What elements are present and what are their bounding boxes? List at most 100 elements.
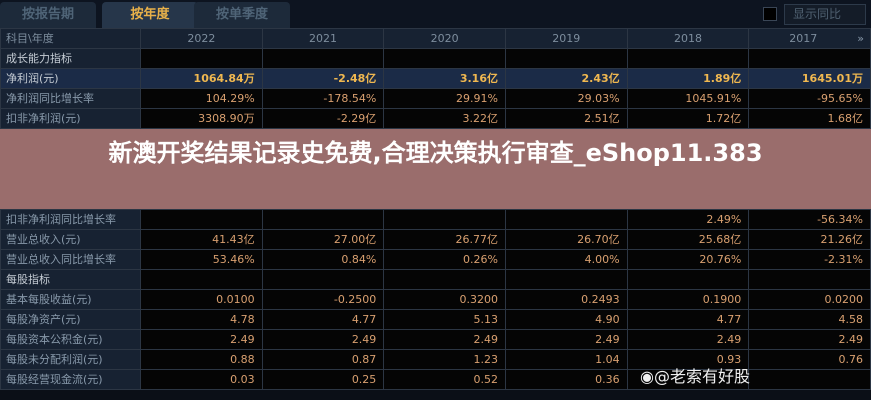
cell-value: 2.49 [626,329,750,350]
cell-value: -2.29亿 [261,108,385,129]
cell-value: 2.49 [748,329,871,350]
cell-value: 0.87 [261,349,385,370]
cell-value: 4.90 [504,309,628,330]
cell-value: 3308.90万 [140,108,263,129]
table-row[interactable]: 每股指标 [0,269,871,290]
cell-value: 1045.91% [626,88,750,109]
table-row[interactable]: 每股经营现金流(元) 0.03 0.25 0.52 0.36 [0,369,871,390]
row-label: 每股未分配利润(元) [0,349,141,370]
cell-value: 0.03 [140,369,263,390]
cell-value: 1645.01万 [748,68,871,89]
cell-value: -178.54% [261,88,385,109]
row-label: 净利润同比增长率 [0,88,141,109]
cell-value: 4.77 [626,309,750,330]
table-row[interactable]: 成长能力指标 [0,48,871,69]
weibo-icon: ◉ [640,367,654,386]
cell-value [626,269,750,290]
year-header[interactable]: 2022 [140,28,263,49]
cell-value: 0.93 [626,349,750,370]
row-label: 营业总收入同比增长率 [0,249,141,270]
table-row[interactable]: 每股未分配利润(元) 0.88 0.87 1.23 1.04 0.93 0.76 [0,349,871,370]
cell-value: 2.49 [383,329,506,350]
cell-value: 21.26亿 [748,229,871,250]
cell-value: 4.77 [261,309,385,330]
table-row[interactable]: 净利润同比增长率 104.29% -178.54% 29.91% 29.03% 1045.… [0,88,871,109]
row-label: 营业总收入(元) [0,229,141,250]
table-row[interactable]: 每股资本公积金(元) 2.49 2.49 2.49 2.49 2.49 2.49 [0,329,871,350]
year-header[interactable]: 2021 [261,28,385,49]
row-label: 扣非净利润(元) [0,108,141,129]
cell-value: 5.13 [383,309,506,330]
weibo-watermark: ◉@老索有好股 [640,367,750,387]
cell-value: 29.91% [383,88,506,109]
cell-value: 27.00亿 [261,229,385,250]
cell-value: 104.29% [140,88,263,109]
overlay-title: 新澳开奖结果记录史免费,合理决策执行审查_eShop11.383 [0,129,871,209]
cell-value: 1.04 [504,349,628,370]
cell-value: 41.43亿 [140,229,263,250]
cell-value: 0.0100 [140,289,263,310]
table-row[interactable]: 每股净资产(元) 4.78 4.77 5.13 4.90 4.77 4.58 [0,309,871,330]
cell-value: 3.16亿 [383,68,506,89]
table-row[interactable]: 营业总收入同比增长率 53.46% 0.84% 0.26% 4.00% 20.76% -2.… [0,249,871,270]
cell-value [504,48,628,69]
show-yoy-checkbox[interactable] [763,7,777,21]
tab-by-report-period[interactable]: 按报告期 [0,2,96,28]
cell-value: 53.46% [140,249,263,270]
row-label: 每股资本公积金(元) [0,329,141,350]
row-label: 成长能力指标 [0,48,141,69]
year-header[interactable]: 2018 [626,28,750,49]
cell-value [383,209,506,230]
tab-by-quarter[interactable]: 按单季度 [194,2,290,28]
year-header[interactable]: 2019 [504,28,628,49]
cell-value: 25.68亿 [626,229,750,250]
cell-value [748,269,871,290]
table-row[interactable]: 营业总收入(元) 41.43亿 27.00亿 26.77亿 26.70亿 25.68亿 21… [0,229,871,250]
financial-table-continued: 扣非净利润同比增长率 2.49% -56.34% 营业总收入(元) 41.43亿 27.0… [0,209,871,390]
cell-value: 3.22亿 [383,108,506,129]
cell-value: 1.72亿 [626,108,750,129]
table-row[interactable]: 扣非净利润同比增长率 2.49% -56.34% [0,209,871,230]
year-header[interactable]: 2017 » [748,28,871,49]
watermark-text: @老索有好股 [653,367,750,386]
cell-value: 0.52 [383,369,506,390]
cell-value: 4.58 [748,309,871,330]
cell-value: 0.76 [748,349,871,370]
cell-value: 0.84% [261,249,385,270]
cell-value: 2.43亿 [504,68,628,89]
year-label: 2017 [789,31,818,45]
row-label: 净利润(元) [0,68,141,89]
show-yoy-label[interactable]: 显示同比 [784,4,866,25]
cell-value [140,269,263,290]
cell-value: 2.49 [140,329,263,350]
cell-value: 0.36 [504,369,628,390]
table-header: 科目\年度 2022 2021 2020 2019 2018 2017 » [0,28,871,49]
cell-value: -2.31% [748,249,871,270]
cell-value: 2.51亿 [504,108,628,129]
cell-value [261,48,385,69]
row-label: 每股经营现金流(元) [0,369,141,390]
cell-value [261,269,385,290]
cell-value: 1.89亿 [626,68,750,89]
header-label: 科目\年度 [0,28,141,49]
cell-value: 0.0200 [748,289,871,310]
cell-value: 0.88 [140,349,263,370]
table-row[interactable]: 扣非净利润(元) 3308.90万 -2.29亿 3.22亿 2.51亿 1.72亿 1.6… [0,108,871,129]
table-row[interactable]: 净利润(元) 1064.84万 -2.48亿 3.16亿 2.43亿 1.89亿 1645.… [0,68,871,89]
cell-value: 1064.84万 [140,68,263,89]
row-label: 基本每股收益(元) [0,289,141,310]
tab-by-year[interactable]: 按年度 [102,2,198,28]
row-label: 每股净资产(元) [0,309,141,330]
cell-value: 0.25 [261,369,385,390]
cell-value: 0.1900 [626,289,750,310]
financial-table: 科目\年度 2022 2021 2020 2019 2018 2017 » 成长能… [0,28,871,129]
cell-value: 1.23 [383,349,506,370]
next-arrow-icon[interactable]: » [857,31,864,45]
cell-value: 2.49 [504,329,628,350]
year-header[interactable]: 2020 [383,28,506,49]
cell-value: -95.65% [748,88,871,109]
cell-value [383,269,506,290]
table-row[interactable]: 基本每股收益(元) 0.0100 -0.2500 0.3200 0.2493 0.1900… [0,289,871,310]
cell-value: -56.34% [748,209,871,230]
cell-value: -0.2500 [261,289,385,310]
